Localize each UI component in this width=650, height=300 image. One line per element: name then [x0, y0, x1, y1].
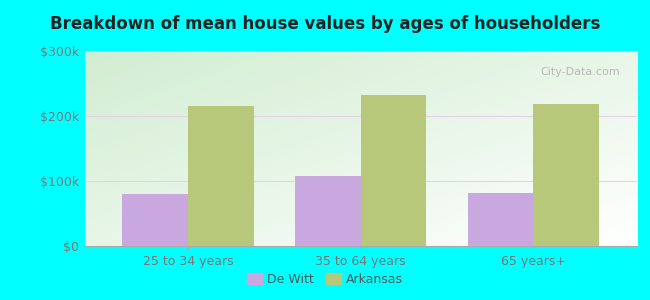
Legend: De Witt, Arkansas: De Witt, Arkansas [242, 268, 408, 291]
Bar [468, 193, 534, 246]
Bar [122, 194, 188, 246]
Text: City-Data.com: City-Data.com [541, 67, 620, 76]
Bar [361, 95, 426, 246]
Bar [188, 106, 254, 246]
Bar [295, 176, 361, 246]
Bar [534, 104, 599, 246]
Text: Breakdown of mean house values by ages of householders: Breakdown of mean house values by ages o… [50, 15, 600, 33]
